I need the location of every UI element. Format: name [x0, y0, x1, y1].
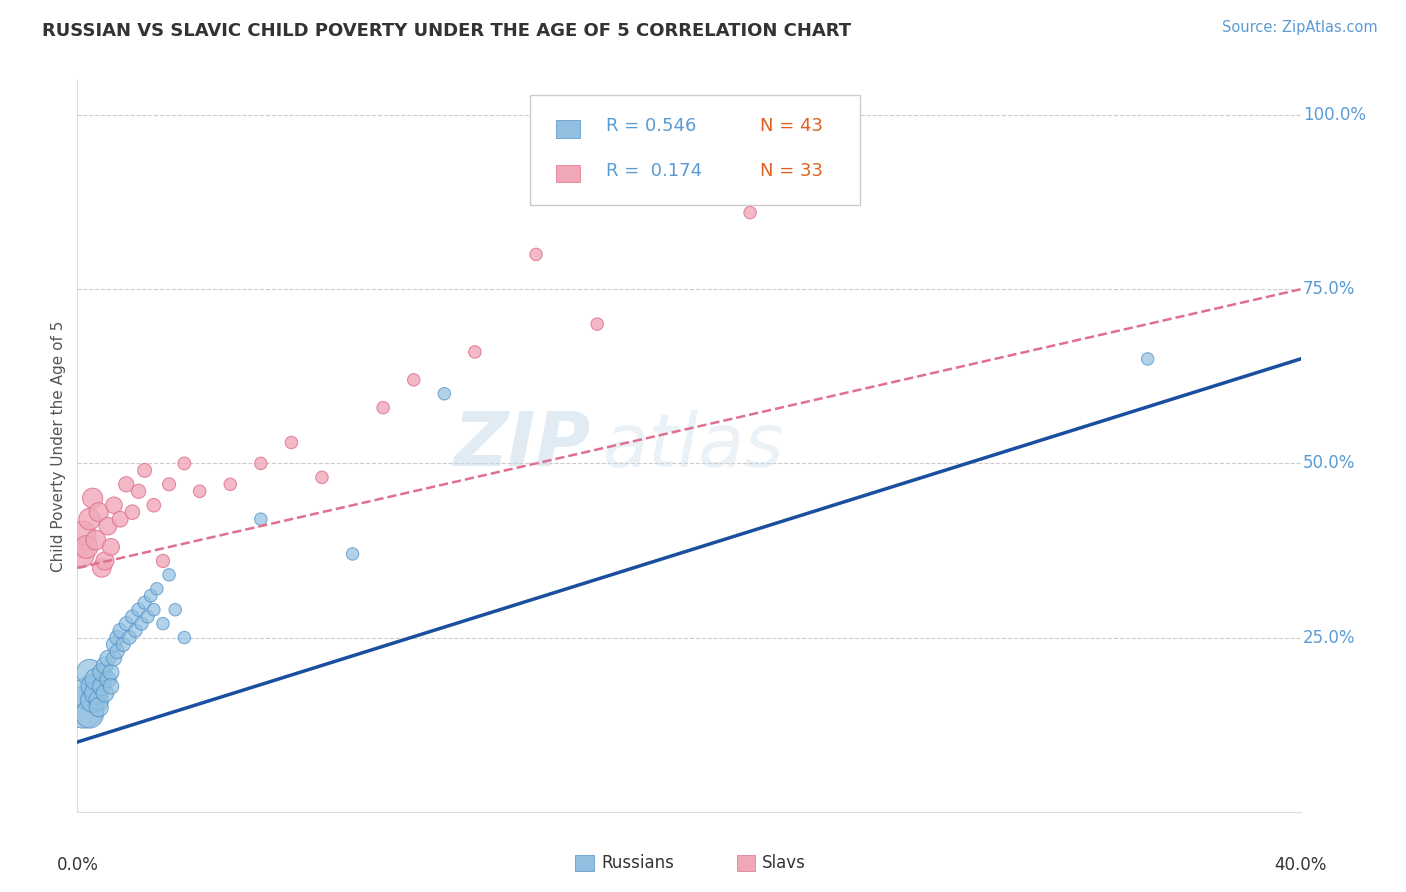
Text: Slavs: Slavs: [762, 855, 806, 872]
Point: [72, 700, 94, 714]
Point: [76, 540, 98, 554]
Point: [87, 505, 110, 519]
Text: N = 43: N = 43: [759, 118, 823, 136]
Point: [105, 631, 128, 645]
Point: [219, 477, 242, 491]
Point: [524, 247, 547, 261]
Point: [79, 707, 101, 722]
Point: [165, 603, 187, 617]
Point: [280, 435, 302, 450]
Point: [103, 638, 125, 652]
Point: [586, 317, 609, 331]
Point: [79, 665, 101, 680]
Point: [90, 679, 112, 693]
Point: [118, 631, 141, 645]
Text: ZIP: ZIP: [454, 409, 591, 483]
Point: [79, 512, 101, 526]
Point: [82, 491, 104, 506]
Point: [115, 477, 138, 491]
Point: [121, 505, 143, 519]
Point: [311, 470, 333, 484]
Point: [740, 205, 762, 219]
Point: [371, 401, 394, 415]
Point: [115, 616, 138, 631]
Point: [87, 693, 110, 707]
Point: [173, 457, 195, 471]
FancyBboxPatch shape: [555, 165, 579, 182]
Point: [84, 533, 107, 547]
Point: [100, 665, 122, 680]
Text: atlas: atlas: [603, 410, 785, 482]
Point: [1136, 351, 1159, 366]
Text: 0.0%: 0.0%: [56, 855, 98, 873]
Point: [82, 693, 104, 707]
Point: [90, 561, 112, 575]
Point: [69, 547, 91, 561]
Text: 25.0%: 25.0%: [1303, 629, 1355, 647]
Text: R = 0.546: R = 0.546: [606, 118, 696, 136]
Point: [103, 498, 125, 512]
Y-axis label: Child Poverty Under the Age of 5: Child Poverty Under the Age of 5: [51, 320, 66, 572]
Point: [82, 679, 104, 693]
Point: [678, 143, 700, 157]
Point: [342, 547, 364, 561]
Point: [84, 673, 107, 687]
Point: [127, 484, 149, 499]
Point: [97, 519, 120, 533]
Text: Source: ZipAtlas.com: Source: ZipAtlas.com: [1222, 20, 1378, 35]
Point: [127, 603, 149, 617]
Point: [250, 512, 273, 526]
Point: [108, 624, 131, 638]
Point: [97, 651, 120, 665]
Point: [100, 679, 122, 693]
Point: [142, 603, 165, 617]
Point: [152, 554, 174, 568]
Point: [188, 484, 211, 499]
Point: [103, 651, 125, 665]
Point: [72, 526, 94, 541]
Point: [152, 616, 174, 631]
Point: [157, 477, 180, 491]
Point: [94, 658, 117, 673]
Point: [94, 686, 117, 700]
Point: [402, 373, 425, 387]
Point: [131, 616, 153, 631]
Point: [97, 673, 120, 687]
Point: [84, 686, 107, 700]
Point: [433, 386, 456, 401]
Point: [136, 609, 159, 624]
Point: [124, 624, 146, 638]
Point: [100, 540, 122, 554]
Point: [250, 457, 273, 471]
Point: [76, 686, 98, 700]
Point: [121, 609, 143, 624]
Text: 50.0%: 50.0%: [1303, 454, 1355, 473]
Point: [146, 582, 169, 596]
Point: [87, 700, 110, 714]
Point: [134, 463, 156, 477]
Point: [139, 589, 162, 603]
Text: 75.0%: 75.0%: [1303, 280, 1355, 298]
Text: 40.0%: 40.0%: [1274, 855, 1327, 873]
Point: [134, 596, 156, 610]
Point: [90, 665, 112, 680]
Text: 100.0%: 100.0%: [1303, 106, 1367, 124]
Point: [173, 631, 195, 645]
Point: [142, 498, 165, 512]
Point: [105, 644, 128, 658]
Point: [94, 554, 117, 568]
Text: R =  0.174: R = 0.174: [606, 162, 702, 180]
Text: RUSSIAN VS SLAVIC CHILD POVERTY UNDER THE AGE OF 5 CORRELATION CHART: RUSSIAN VS SLAVIC CHILD POVERTY UNDER TH…: [42, 22, 851, 40]
Text: N = 33: N = 33: [759, 162, 823, 180]
Point: [108, 512, 131, 526]
FancyBboxPatch shape: [530, 95, 860, 204]
Point: [464, 345, 486, 359]
Point: [112, 638, 135, 652]
Point: [157, 567, 180, 582]
Text: Russians: Russians: [602, 855, 675, 872]
FancyBboxPatch shape: [555, 120, 579, 137]
